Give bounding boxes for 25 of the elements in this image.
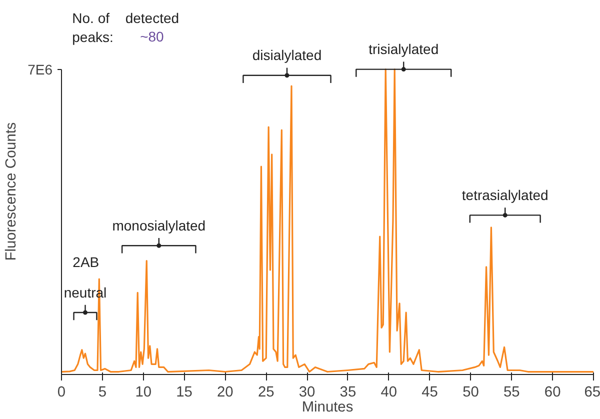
- y-axis-title: Fluorescence Counts: [4, 122, 20, 261]
- x-tick-label: 45: [422, 384, 438, 400]
- x-tick-label: 65: [584, 384, 600, 400]
- x-tick-label: 55: [504, 384, 520, 400]
- text: No. of peaks:: [72, 10, 114, 46]
- x-tick-label: 60: [544, 384, 561, 400]
- annotation: disialylated: [252, 47, 322, 64]
- annotation: monosialylated: [112, 217, 206, 234]
- annotation: tetrasialylated: [462, 187, 548, 204]
- x-tick-label: 5: [98, 384, 107, 400]
- x-tick-label: 15: [176, 384, 192, 400]
- x-axis-title: Minutes: [302, 400, 354, 416]
- x-tick-label: 50: [462, 384, 479, 400]
- text: detected: [125, 10, 180, 26]
- x-tick-label: 0: [57, 384, 66, 400]
- x-tick-label: 25: [258, 384, 274, 400]
- x-tick-label: 40: [380, 384, 398, 400]
- x-tick-label: 30: [298, 384, 316, 400]
- x-tick-label: 10: [135, 384, 152, 400]
- text: 7E6: [28, 61, 53, 78]
- x-tick-label: 20: [217, 384, 234, 400]
- text: ~80: [140, 28, 164, 44]
- annotation: trisialylated: [368, 41, 439, 58]
- annotation: 2AB: [72, 254, 100, 270]
- x-tick-label: 35: [340, 384, 356, 400]
